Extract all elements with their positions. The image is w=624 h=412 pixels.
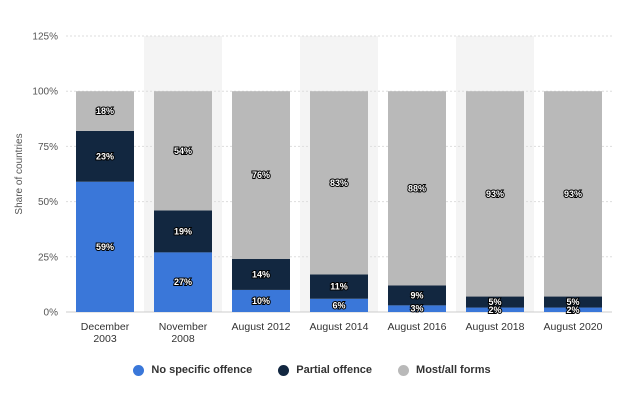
- bar-segment[interactable]: [76, 181, 134, 312]
- y-tick-label: 125%: [32, 32, 58, 43]
- data-label: 10%: [252, 296, 270, 306]
- category-label: August 2018: [466, 321, 525, 333]
- bar-segment[interactable]: [76, 91, 134, 131]
- bar-segment[interactable]: [544, 91, 602, 297]
- y-tick-labels: 0% 25% 50% 75% 100% 125%: [32, 32, 58, 319]
- bar-segment[interactable]: [310, 274, 368, 299]
- bar-segment[interactable]: [232, 91, 290, 260]
- data-label: 83%: [330, 178, 348, 188]
- y-tick-label: 50%: [38, 197, 58, 208]
- data-label: 27%: [174, 277, 192, 287]
- bar-segment[interactable]: [154, 252, 212, 312]
- legend-label: Partial offence: [296, 364, 373, 376]
- data-label: 9%: [410, 290, 423, 300]
- legend: No specific offence Partial offence Most…: [0, 364, 624, 376]
- bar-stacks: [76, 91, 602, 312]
- y-tick-label: 0%: [44, 308, 59, 319]
- legend-item-partial-offence[interactable]: Partial offence: [278, 364, 372, 376]
- data-label: 5%: [488, 297, 501, 307]
- category-label: 2003: [93, 333, 117, 345]
- legend-item-most-all-forms[interactable]: Most/all forms: [398, 364, 491, 376]
- legend-swatch: [278, 364, 290, 376]
- data-label: 11%: [330, 282, 348, 292]
- bar-segment[interactable]: [388, 285, 446, 306]
- bar-segment[interactable]: [466, 296, 524, 308]
- y-tick-label: 25%: [38, 252, 58, 263]
- data-label: 23%: [96, 151, 114, 161]
- legend-item-no-specific-offence[interactable]: No specific offence: [133, 364, 252, 376]
- category-label: August 2016: [388, 321, 447, 333]
- bar-segment[interactable]: [154, 210, 212, 253]
- category-label: December: [81, 321, 130, 333]
- bar-segment[interactable]: [154, 91, 212, 211]
- bar-segment[interactable]: [466, 91, 524, 297]
- bar-segment[interactable]: [232, 259, 290, 290]
- bar-segment[interactable]: [76, 130, 134, 182]
- category-label: August 2020: [544, 321, 603, 333]
- bar-segment[interactable]: [466, 307, 524, 312]
- data-label: 59%: [96, 242, 114, 252]
- y-tick-label: 75%: [38, 142, 58, 153]
- category-label: August 2014: [310, 321, 369, 333]
- data-label: 88%: [408, 183, 426, 193]
- bar-segment[interactable]: [388, 305, 446, 312]
- data-label: 6%: [332, 300, 345, 310]
- legend-label: Most/all forms: [416, 364, 491, 376]
- legend-swatch: [133, 364, 145, 376]
- bar-segment[interactable]: [310, 91, 368, 275]
- data-label: 14%: [252, 269, 270, 279]
- data-label: 54%: [174, 146, 192, 156]
- bar-segment[interactable]: [544, 307, 602, 312]
- data-labels: 59% 23% 18% 27% 19% 54% 10% 14% 76% 6% 11% 83% 3% 9% 8…: [95, 105, 583, 316]
- data-label: 76%: [252, 170, 270, 180]
- data-label: 18%: [96, 106, 114, 116]
- category-label: August 2012: [232, 321, 291, 333]
- data-label: 93%: [486, 189, 504, 199]
- bar-segment[interactable]: [310, 298, 368, 312]
- bar-segment[interactable]: [544, 296, 602, 308]
- data-label: 2%: [488, 305, 501, 315]
- data-label: 5%: [566, 297, 579, 307]
- data-label: 3%: [410, 304, 423, 314]
- data-label: 2%: [566, 305, 579, 315]
- data-label: 19%: [174, 226, 192, 236]
- y-axis-title: Share of countries: [14, 133, 25, 214]
- legend-label: No specific offence: [151, 364, 253, 376]
- data-label: 93%: [564, 189, 582, 199]
- category-label: 2008: [171, 333, 195, 345]
- legend-swatch: [398, 364, 410, 376]
- bar-segment[interactable]: [232, 289, 290, 312]
- y-tick-label: 100%: [32, 87, 58, 98]
- category-label: November: [159, 321, 208, 333]
- bar-segment[interactable]: [388, 91, 446, 286]
